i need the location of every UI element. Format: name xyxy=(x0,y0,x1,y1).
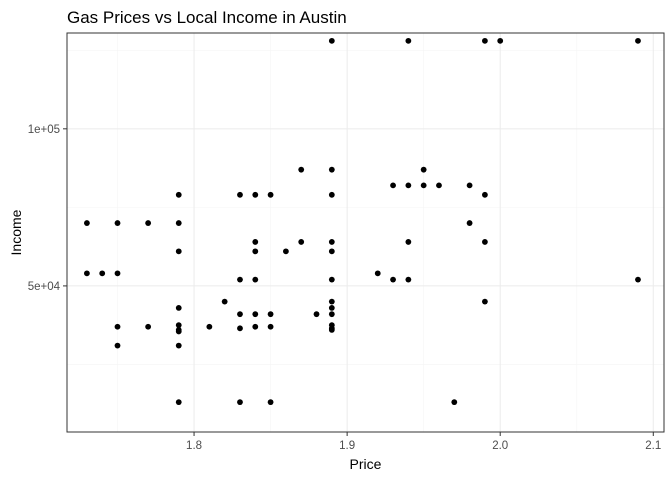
data-point-16 xyxy=(175,342,182,349)
data-point-45 xyxy=(328,298,335,305)
data-points xyxy=(84,37,641,406)
data-point-60 xyxy=(436,182,442,189)
data-point-12 xyxy=(175,305,182,311)
x-tick-label-0: 1.8 xyxy=(186,440,202,452)
data-point-28 xyxy=(252,276,259,283)
data-point-2 xyxy=(99,270,106,277)
data-point-15 xyxy=(175,328,182,335)
data-point-17 xyxy=(175,399,182,406)
chart-title: Gas Prices vs Local Income in Austin xyxy=(67,8,347,27)
x-axis-title: Price xyxy=(350,456,382,472)
x-tick-label-1: 1.9 xyxy=(339,440,355,452)
data-point-61 xyxy=(451,399,458,406)
data-point-70 xyxy=(635,276,641,283)
x-axis-tick-labels: 1.8 1.9 2.0 2.1 xyxy=(186,440,661,452)
data-point-19 xyxy=(221,298,228,305)
data-point-6 xyxy=(114,342,121,349)
data-point-21 xyxy=(237,276,243,283)
data-point-63 xyxy=(466,220,473,226)
data-point-69 xyxy=(635,37,641,44)
data-point-40 xyxy=(328,166,335,173)
data-point-27 xyxy=(252,248,259,255)
data-point-36 xyxy=(298,166,305,173)
data-point-3 xyxy=(114,220,121,226)
data-point-10 xyxy=(175,220,182,226)
grid-lines xyxy=(67,33,664,432)
y-tick-label-1: 1e+05 xyxy=(28,124,60,136)
data-point-58 xyxy=(420,166,427,173)
data-point-23 xyxy=(237,325,243,332)
plot-panel-border xyxy=(66,32,665,433)
data-point-30 xyxy=(252,323,259,330)
data-point-20 xyxy=(237,191,243,198)
data-point-1 xyxy=(84,270,90,277)
data-point-13 xyxy=(175,322,182,329)
data-point-9 xyxy=(175,191,182,198)
data-point-53 xyxy=(390,276,396,283)
data-point-46 xyxy=(328,305,335,311)
data-point-50 xyxy=(328,326,335,333)
data-point-56 xyxy=(405,239,412,245)
data-point-54 xyxy=(405,37,412,44)
data-point-62 xyxy=(466,182,473,189)
y-tick-label-0: 5e+04 xyxy=(28,281,61,293)
data-point-0 xyxy=(84,220,90,226)
data-point-67 xyxy=(482,298,488,305)
data-point-37 xyxy=(298,239,305,245)
data-point-25 xyxy=(252,191,259,198)
data-point-65 xyxy=(482,191,488,198)
data-point-29 xyxy=(252,311,259,318)
x-tick-label-3: 2.1 xyxy=(645,440,661,452)
axis-ticks xyxy=(63,128,654,436)
data-point-64 xyxy=(482,37,488,44)
y-axis-tick-labels: 5e+04 1e+05 xyxy=(28,124,61,293)
data-point-44 xyxy=(328,276,335,283)
data-point-4 xyxy=(114,270,121,277)
data-point-32 xyxy=(267,311,274,318)
data-point-68 xyxy=(497,37,504,44)
data-point-35 xyxy=(283,248,289,255)
data-point-24 xyxy=(237,399,243,406)
data-point-22 xyxy=(237,311,243,318)
data-point-39 xyxy=(328,37,335,44)
data-point-38 xyxy=(313,311,320,318)
data-point-8 xyxy=(145,323,152,330)
data-point-5 xyxy=(114,323,121,330)
data-point-26 xyxy=(252,239,259,245)
data-point-47 xyxy=(328,311,335,318)
data-point-33 xyxy=(267,323,274,330)
data-point-18 xyxy=(206,323,213,330)
data-point-51 xyxy=(374,270,381,277)
data-point-59 xyxy=(420,182,427,189)
data-point-41 xyxy=(328,191,335,198)
data-point-52 xyxy=(390,182,396,189)
data-point-7 xyxy=(145,220,152,226)
data-point-31 xyxy=(267,191,274,198)
y-axis-title: Income xyxy=(8,209,24,255)
data-point-55 xyxy=(405,182,412,189)
data-point-11 xyxy=(175,248,182,255)
x-tick-label-2: 2.0 xyxy=(492,440,508,452)
data-point-42 xyxy=(328,239,335,245)
data-point-66 xyxy=(482,239,488,245)
data-point-57 xyxy=(405,276,412,283)
data-point-34 xyxy=(267,399,274,406)
data-point-43 xyxy=(328,248,335,255)
